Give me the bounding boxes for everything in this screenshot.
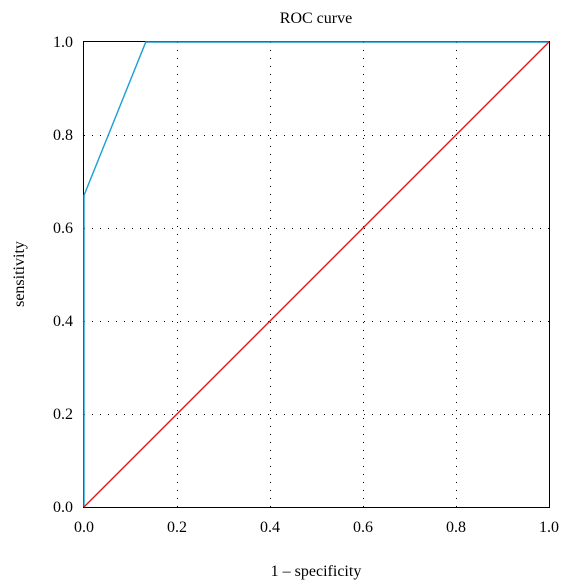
- y-tick-label: 0.2: [53, 406, 73, 423]
- x-tick-label: 0.2: [167, 519, 187, 536]
- x-tick-labels: 0.0 0.2 0.4 0.6 0.8 1.0: [74, 519, 559, 536]
- chart-title: ROC curve: [280, 10, 352, 27]
- x-tick-label: 0.0: [74, 519, 94, 536]
- reference-diagonal-line: [83, 41, 550, 508]
- x-tick-label: 1.0: [539, 519, 559, 536]
- roc-curve-line: [83, 41, 549, 507]
- x-tick-label: 0.4: [260, 519, 280, 536]
- y-tick-label: 1.0: [53, 34, 73, 51]
- y-tick-labels: 0.0 0.2 0.4 0.6 0.8 1.0: [53, 34, 73, 516]
- x-tick-label: 0.8: [446, 519, 466, 536]
- y-axis-title: sensitivity: [11, 241, 28, 307]
- gridlines: [84, 42, 549, 507]
- y-tick-label: 0.6: [53, 220, 73, 237]
- y-tick-label: 0.4: [53, 313, 73, 330]
- series-layer: [83, 41, 550, 508]
- x-axis-title: 1 – specificity: [271, 563, 362, 580]
- x-tick-label: 0.6: [353, 519, 373, 536]
- y-tick-label: 0.0: [53, 499, 73, 516]
- y-tick-label: 0.8: [53, 127, 73, 144]
